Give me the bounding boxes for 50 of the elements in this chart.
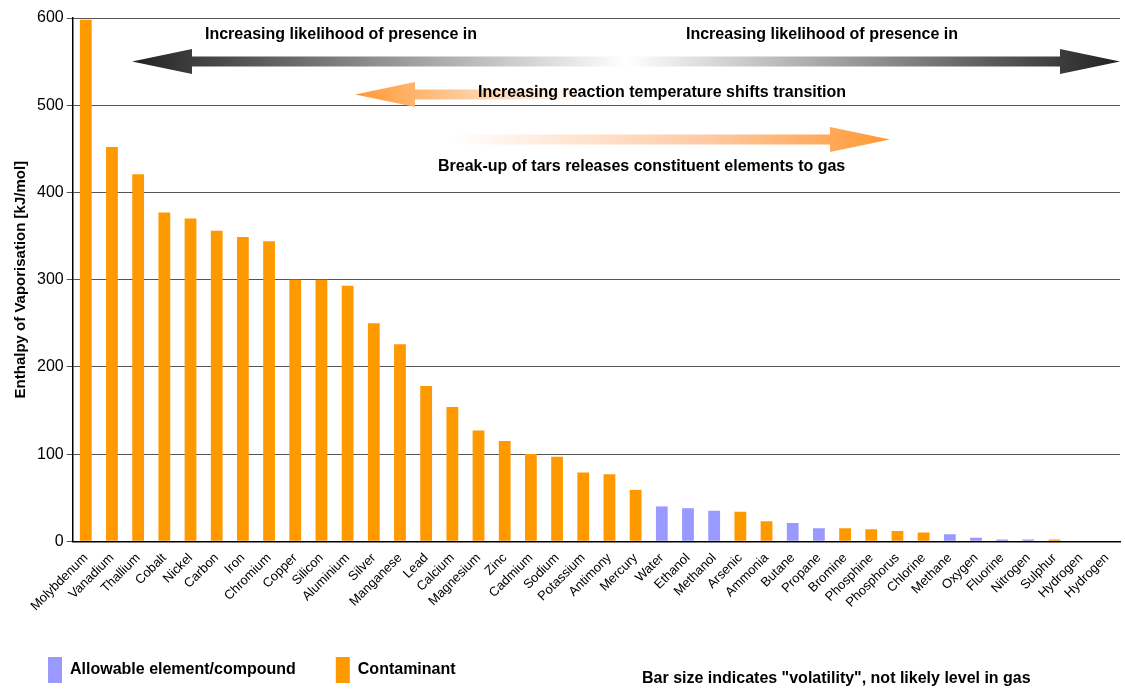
bar xyxy=(315,279,328,541)
bar xyxy=(682,508,694,541)
bar xyxy=(79,19,92,541)
bar xyxy=(158,212,171,541)
y-tick-label: 300 xyxy=(36,270,64,288)
bar xyxy=(708,510,721,541)
bar xyxy=(577,472,590,541)
bar xyxy=(498,441,511,541)
bar xyxy=(446,407,459,541)
bar xyxy=(970,537,982,541)
y-tick-label: 200 xyxy=(36,357,64,375)
bar xyxy=(629,489,642,541)
bar xyxy=(551,456,563,541)
y-tick-label: 500 xyxy=(36,95,64,113)
bar xyxy=(472,430,485,541)
bar xyxy=(865,529,878,541)
bar xyxy=(839,528,851,541)
annotation: Increasing likelihood of presence in xyxy=(686,25,959,43)
bar xyxy=(786,523,799,541)
bar xyxy=(236,236,249,541)
bar xyxy=(289,279,302,541)
annotation: Increasing likelihood of presence in xyxy=(205,25,478,43)
bar xyxy=(760,521,773,541)
bar xyxy=(655,506,668,541)
bar xyxy=(891,530,904,541)
bar xyxy=(734,511,747,541)
bar xyxy=(813,528,825,541)
y-tick-label: 100 xyxy=(36,444,64,462)
bar xyxy=(525,454,537,541)
y-tick-label: 600 xyxy=(36,8,64,26)
bar xyxy=(603,474,616,541)
bar xyxy=(341,285,354,541)
bar xyxy=(943,534,956,541)
bar xyxy=(210,230,223,541)
legend-label: Contaminant xyxy=(357,660,457,678)
annotation: Increasing reaction temperature shifts transition xyxy=(478,83,847,101)
y-tick-label: 0 xyxy=(54,531,64,549)
bar xyxy=(420,386,433,541)
bar xyxy=(917,532,930,541)
y-axis-title: Enthalpy of Vaporisation [kJ/mol] xyxy=(11,160,29,399)
bar xyxy=(184,218,197,541)
bar xyxy=(394,344,406,541)
bar xyxy=(106,147,118,541)
bar xyxy=(263,241,275,541)
text: Bar size indicates "volatility", not likely level in gas xyxy=(642,669,1031,687)
legend-label: Allowable element/compound xyxy=(70,660,296,678)
bar xyxy=(132,174,145,541)
y-tick-label: 400 xyxy=(36,182,64,200)
annotation: Break-up of tars releases constituent elements to gas xyxy=(438,157,846,175)
bar xyxy=(367,323,380,541)
